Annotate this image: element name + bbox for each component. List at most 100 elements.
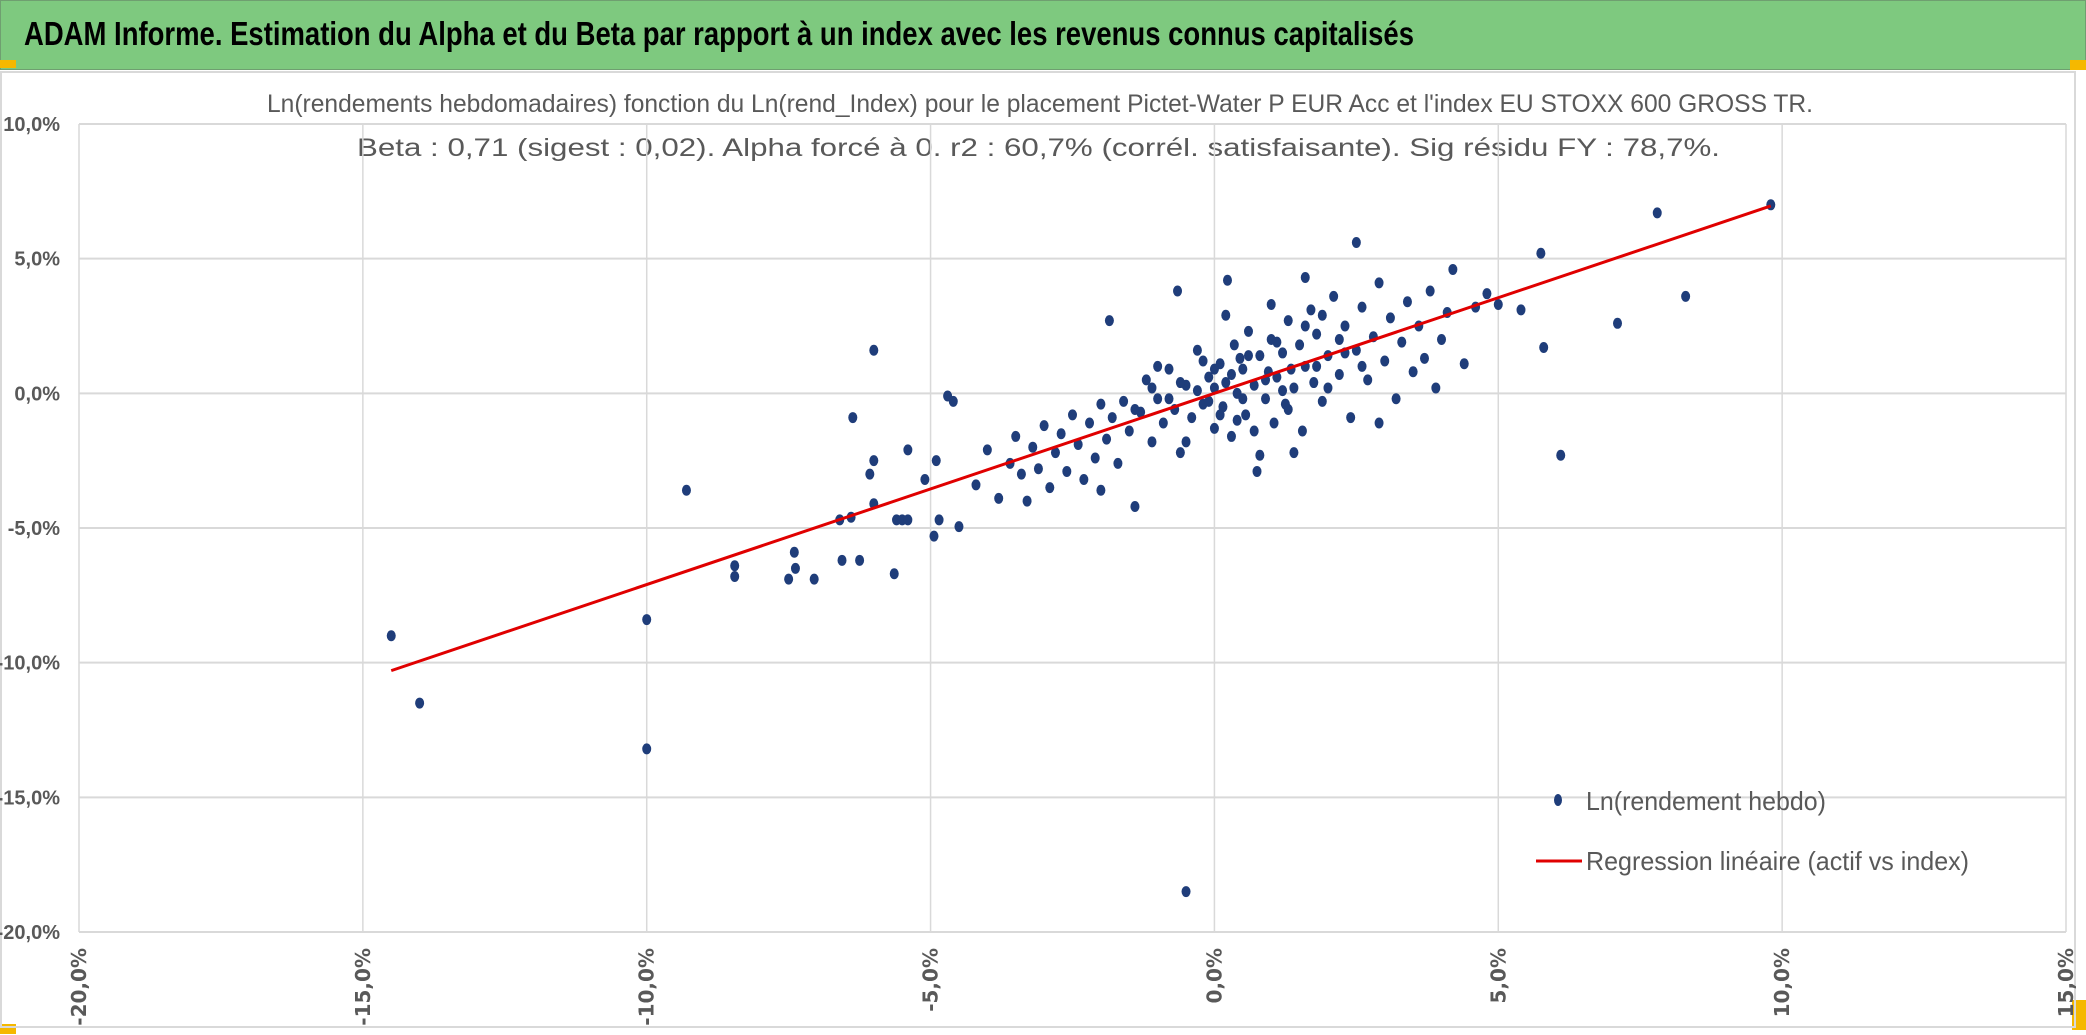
data-point — [1062, 465, 1072, 477]
x-tick-label: 15,0% — [2054, 948, 2078, 1017]
scatter-series — [386, 199, 1776, 898]
y-axis-ticks: 10,0% 5,0% 0,0% -5,0% -10,0% -15,0% -20,0% — [0, 114, 60, 944]
data-point — [784, 573, 794, 585]
data-point — [1130, 500, 1140, 512]
data-point — [1437, 333, 1447, 345]
data-point — [1278, 347, 1288, 359]
data-point — [1215, 409, 1225, 421]
legend-label-regression: Regression linéaire (actif vs index) — [1586, 846, 1969, 876]
data-point — [1252, 465, 1262, 477]
data-point — [1539, 342, 1549, 354]
data-point — [889, 568, 899, 580]
header-title: ADAM Informe. Estimation du Alpha et du … — [24, 15, 1414, 52]
data-point — [1536, 247, 1546, 259]
data-point — [1448, 263, 1458, 275]
data-point — [681, 484, 691, 496]
data-point — [1272, 336, 1282, 348]
data-point — [1556, 449, 1566, 461]
data-point — [1209, 422, 1219, 434]
x-tick-label: 5,0% — [1486, 948, 1510, 1003]
data-point — [1222, 274, 1232, 286]
chart-frame — [0, 71, 2076, 1028]
data-point — [1482, 288, 1492, 300]
data-point — [1425, 285, 1435, 297]
data-point — [1113, 457, 1123, 469]
data-point — [1249, 379, 1259, 391]
x-tick-label: -10,0% — [635, 948, 659, 1026]
data-point — [1124, 425, 1134, 437]
data-point — [1613, 317, 1623, 329]
data-point — [1192, 344, 1202, 356]
data-point — [855, 554, 865, 566]
data-point — [1050, 447, 1060, 459]
data-point — [1068, 409, 1077, 421]
data-point — [1045, 482, 1055, 494]
data-point — [1493, 298, 1503, 310]
data-point — [1056, 428, 1066, 440]
data-point — [1153, 393, 1163, 405]
data-point — [1173, 285, 1183, 297]
data-point — [1309, 377, 1319, 389]
data-point — [1209, 382, 1219, 394]
data-point — [415, 697, 425, 709]
data-point — [1357, 301, 1367, 313]
x-tick-label: 0,0% — [1202, 948, 1226, 1003]
data-point — [1090, 452, 1100, 464]
header-bar — [0, 0, 2086, 70]
data-point — [1238, 393, 1248, 405]
data-point — [730, 570, 740, 582]
regression-line — [390, 204, 1772, 673]
data-point — [1175, 447, 1185, 459]
data-point — [1255, 350, 1265, 362]
data-point — [1317, 395, 1327, 407]
data-point — [1079, 474, 1089, 486]
data-point — [954, 521, 964, 533]
data-point — [1297, 425, 1307, 437]
data-point — [1192, 385, 1202, 397]
data-point — [903, 514, 913, 526]
x-tick-label: 10,0% — [1770, 948, 1794, 1017]
data-point — [1312, 328, 1322, 340]
data-point — [1351, 237, 1361, 249]
data-point — [1419, 352, 1429, 364]
data-point — [1158, 417, 1168, 429]
data-point — [386, 630, 396, 642]
data-point — [1153, 360, 1163, 372]
data-point — [1119, 395, 1129, 407]
data-point — [1147, 382, 1157, 394]
data-point — [1104, 315, 1114, 327]
data-point — [1204, 371, 1214, 383]
data-point — [1289, 447, 1299, 459]
data-point — [1329, 290, 1339, 302]
data-point — [1147, 436, 1157, 448]
data-point — [1408, 366, 1418, 378]
data-point — [1209, 363, 1219, 375]
data-point — [1235, 352, 1245, 364]
data-point — [1141, 374, 1151, 386]
data-point — [1312, 360, 1322, 372]
accent-marker-left — [0, 60, 16, 68]
data-point — [1391, 393, 1401, 405]
legend-label-scatter: Ln(rendement hebdo) — [1586, 786, 1826, 816]
data-point — [1346, 412, 1356, 424]
data-point — [1073, 439, 1083, 451]
data-point — [1300, 320, 1310, 332]
x-axis-ticks: -20,0% -15,0% -10,0% -5,0% 0,0% 5,0% 10,0% 15,0… — [67, 948, 2078, 1026]
data-point — [1323, 382, 1333, 394]
data-point — [865, 468, 875, 480]
data-point — [869, 344, 879, 356]
data-point — [837, 554, 847, 566]
data-point — [903, 444, 913, 456]
data-point — [1317, 309, 1327, 321]
data-point — [1283, 315, 1293, 327]
data-point — [1334, 368, 1344, 380]
data-point — [1221, 309, 1231, 321]
data-point — [1306, 304, 1316, 316]
data-point — [1402, 296, 1412, 308]
data-point — [1229, 339, 1239, 351]
data-point — [1033, 463, 1043, 475]
data-point — [1096, 398, 1106, 410]
data-point — [1130, 403, 1140, 415]
data-point — [1226, 430, 1236, 442]
data-point — [1198, 355, 1208, 367]
